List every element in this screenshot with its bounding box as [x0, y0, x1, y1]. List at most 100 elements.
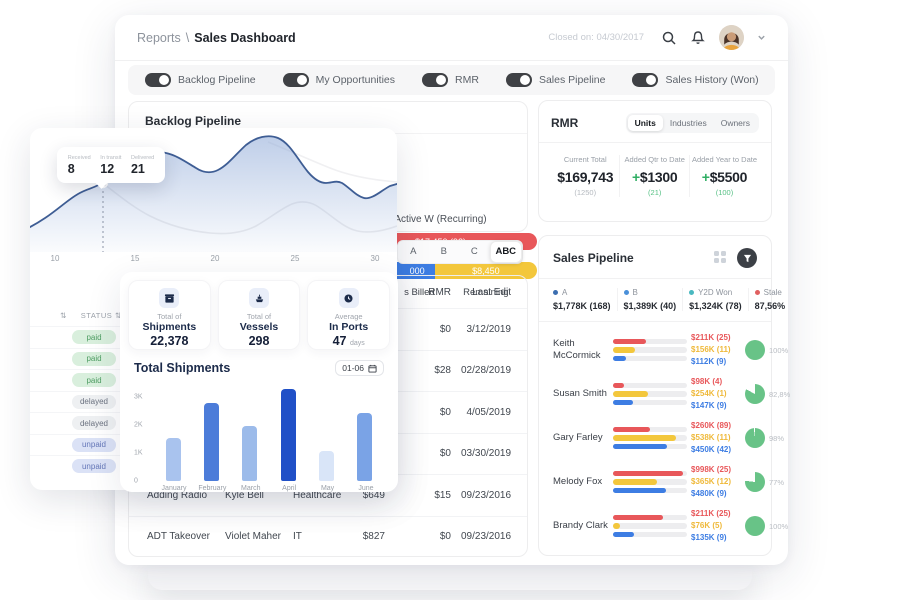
rmr-stat-added-qtr: Added Qtr to Date +$1300 (21): [619, 155, 688, 197]
calendar-icon: [368, 364, 377, 373]
bell-icon[interactable]: [690, 30, 706, 46]
tab-owners[interactable]: Owners: [720, 118, 750, 128]
column-header-rmr[interactable]: RMR: [428, 286, 451, 298]
status-badge: delayed: [72, 394, 116, 409]
funnel-icon: [743, 254, 751, 262]
legend-item-b: B $1,389K (40): [616, 288, 683, 311]
status-badge: unpaid: [72, 459, 116, 474]
divider: [539, 142, 771, 143]
clock-icon: [338, 288, 359, 308]
status-badge: delayed: [72, 416, 116, 431]
active-w-left-caption: s Billed: [404, 287, 435, 298]
status-badge: paid: [72, 330, 116, 345]
completion-pie: [745, 384, 765, 404]
window-header: Reports \ Sales Dashboard Closed on: 04/30…: [115, 15, 788, 61]
completion-pie: [745, 516, 765, 536]
toggle-my-opportunities[interactable]: My Opportunities: [282, 73, 396, 87]
person-row[interactable]: Brandy Clark $211K (25) $76K (5) $135K (…: [553, 509, 789, 542]
backlog-pipeline-title: Backlog Pipeline: [145, 114, 242, 128]
tab-abc[interactable]: ABC: [489, 241, 522, 263]
table-row[interactable]: ADT Takeover Violet Maher IT $827 $0 09/23/20…: [129, 515, 527, 557]
legend-dot: [754, 290, 760, 295]
bar-january: [166, 438, 181, 481]
status-badge: paid: [72, 373, 116, 388]
grid-view-icon[interactable]: [713, 250, 729, 266]
legend-item-a: A $1,778K (168): [553, 288, 611, 311]
chevron-down-icon[interactable]: [757, 33, 766, 42]
sales-pipeline-title: Sales Pipeline: [553, 251, 634, 265]
completion-pie: [745, 340, 765, 360]
person-row[interactable]: Melody Fox $998K (25) $365K (12) $480K (…: [553, 465, 785, 498]
legend-dot: [623, 290, 629, 295]
completion-pie: [745, 472, 765, 492]
person-row[interactable]: Keith McCormick $211K (25) $156K (11) $1…: [553, 333, 789, 366]
toggle-switch-icon: [422, 73, 449, 87]
status-column-header[interactable]: ⇅ STATUS ⇅: [60, 311, 122, 320]
toggle-label: Sales Pipeline: [538, 74, 606, 86]
toggle-sales-pipeline[interactable]: Sales Pipeline: [505, 73, 606, 87]
toggle-sales-history[interactable]: Sales History (Won): [632, 73, 759, 87]
rmr-stat-added-year: Added Year to Date +$5500 (100): [688, 155, 759, 197]
search-icon[interactable]: [661, 30, 677, 46]
bar-march: [242, 426, 258, 481]
toggle-label: RMR: [455, 74, 479, 86]
total-shipments-title: Total Shipments: [134, 361, 231, 375]
sort-icon[interactable]: ⇅: [114, 311, 122, 320]
person-row[interactable]: Susan Smith $98K (4) $254K (1) $147K (9)…: [553, 377, 791, 410]
person-row[interactable]: Gary Farley $260K (89) $538K (11) $450K …: [553, 421, 785, 454]
toggle-rmr[interactable]: RMR: [422, 73, 479, 87]
legend-dot: [689, 290, 695, 295]
sales-pipeline-card: Sales Pipeline A $1,778K (168) B $1,389K…: [538, 235, 791, 556]
tab-c[interactable]: C: [470, 246, 478, 257]
tab-units[interactable]: Units: [627, 115, 663, 131]
stat-tile-in-ports: Average In Ports 47 days: [307, 280, 391, 350]
sort-icon[interactable]: ⇅: [60, 311, 67, 320]
tab-a[interactable]: A: [410, 246, 417, 257]
legend-item-y2d-won: Y2D Won $1,324K (78): [682, 288, 748, 311]
status-badge: unpaid: [72, 437, 116, 452]
toggle-label: My Opportunities: [315, 74, 396, 86]
shipments-overlay-card: Total of Shipments 22,378 Total of Vesse…: [120, 272, 398, 492]
toggle-backlog-pipeline[interactable]: Backlog Pipeline: [145, 73, 256, 87]
legend-item-stale: Stale 87,56%: [747, 288, 792, 311]
ship-icon: [249, 288, 269, 308]
breadcrumb-section[interactable]: Reports: [137, 30, 181, 45]
backlog-x-axis: 10 15 20 25 30: [50, 254, 380, 263]
chart-tooltip: Received 8 In transit 12 Delivered 21: [57, 147, 165, 183]
divider: [539, 278, 771, 279]
package-icon: [159, 288, 180, 308]
bar-february: [204, 403, 220, 481]
avatar[interactable]: [719, 25, 744, 50]
date-range-picker[interactable]: 01-06: [335, 360, 384, 376]
active-w-yellow-segment: $8,450: [434, 262, 537, 279]
toggle-bar: Backlog Pipeline My Opportunities RMR Sa…: [128, 65, 775, 95]
rmr-tab-group: Units Industries Owners: [625, 113, 759, 133]
toggle-switch-icon: [632, 73, 659, 87]
completion-pie: [745, 428, 765, 448]
toggle-label: Backlog Pipeline: [178, 74, 256, 86]
toggle-label: Sales History (Won): [665, 74, 759, 86]
stat-tile-vessels: Total of Vessels 298: [217, 280, 301, 350]
rmr-stat-current-total: Current Total $169,743 (1250): [557, 155, 614, 197]
closed-on-label: Closed on: 04/30/2017: [548, 32, 644, 43]
toggle-switch-icon: [505, 73, 532, 87]
active-w-title: Active W (Recurring): [394, 214, 487, 225]
toggle-switch-icon: [145, 73, 171, 87]
total-shipments-chart: 3K 2K 1K 0: [134, 386, 384, 485]
toggle-switch-icon: [282, 73, 309, 87]
stat-tile-shipments: Total of Shipments 22,378: [128, 280, 211, 350]
total-shipments-panel: Total Shipments 01-06 3K 2K 1K 0 January…: [120, 350, 398, 492]
funnel-actions-button[interactable]: [737, 248, 757, 268]
tab-industries[interactable]: Industries: [669, 118, 707, 128]
rmr-title: RMR: [551, 116, 579, 130]
column-header-last-edit[interactable]: Last Edit: [472, 286, 511, 298]
month-labels: January February March April May June: [161, 485, 374, 492]
bar-june: [356, 413, 372, 481]
tab-b[interactable]: B: [440, 246, 447, 257]
bar-may: [318, 451, 334, 481]
active-w-right-caption: Remaining: [463, 287, 509, 298]
sales-pipeline-people: Keith McCormick $211K (25) $156K (11) $1…: [553, 328, 791, 548]
legend-dot: [553, 290, 558, 295]
divider: [539, 321, 771, 322]
status-badge: paid: [72, 351, 116, 366]
